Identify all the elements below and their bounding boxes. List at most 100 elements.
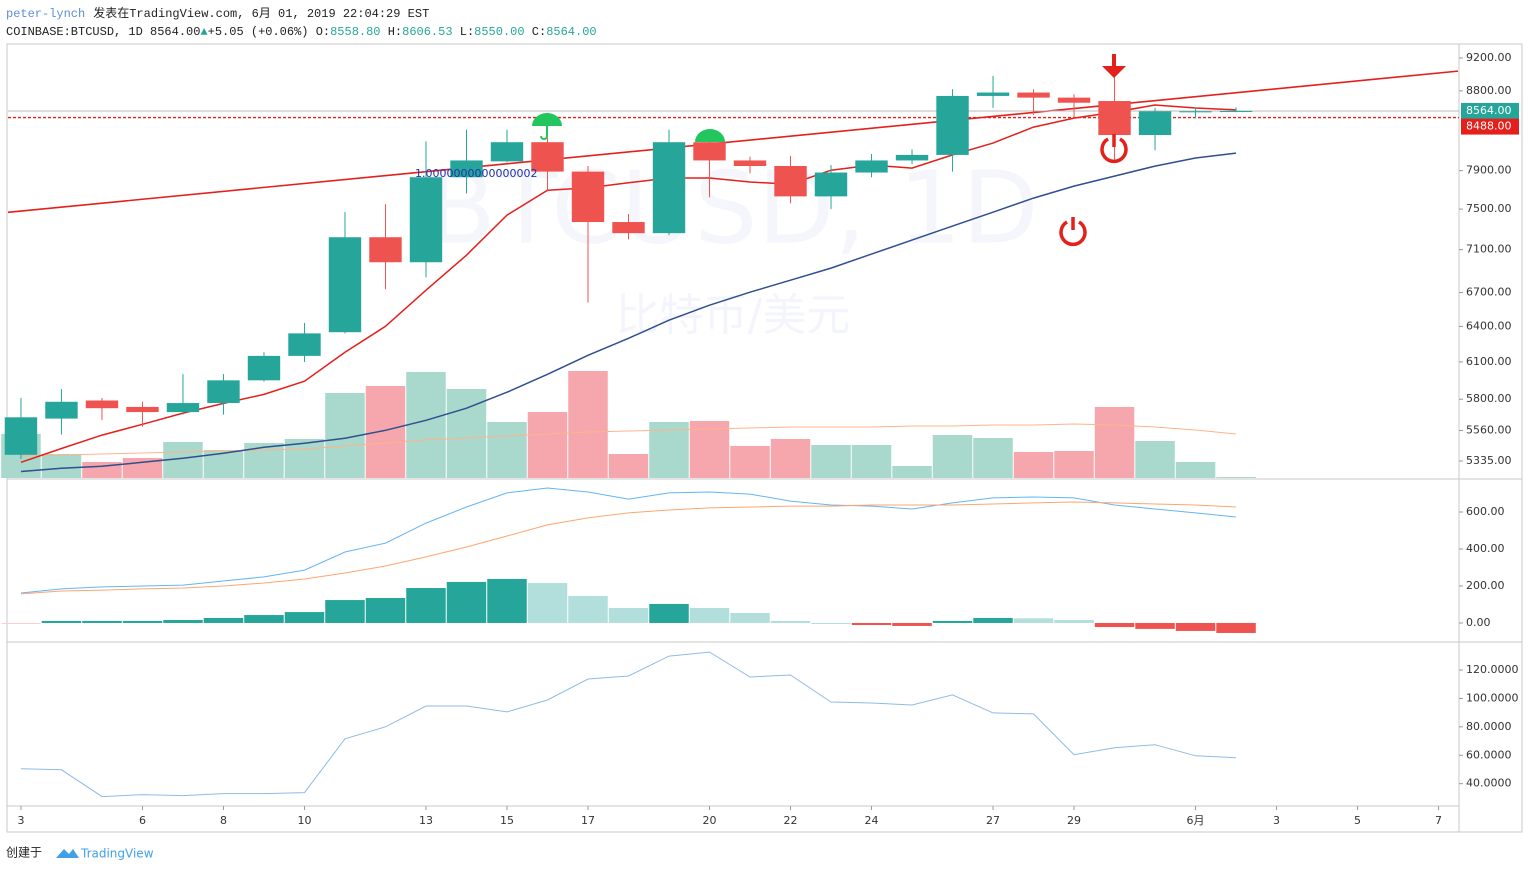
volume-ma: [20, 423, 1237, 457]
plot-layer: 3 6 8 10 13 15 17 20 22 24 27 29 6月 3 5 7 9200.00 8800.00…: [1, 51, 1519, 827]
h-label: H:: [388, 25, 402, 39]
y-tick-label: 7500.00: [1466, 202, 1512, 215]
histogram-bar: [1054, 620, 1094, 623]
y-tick-label: 40.0000: [1466, 777, 1512, 790]
watermark: 比特币/美元: [616, 290, 851, 341]
x-tick-label: 27: [986, 814, 1000, 827]
y-tick-label: 5560.00: [1466, 423, 1512, 436]
histogram-bar: [487, 578, 527, 623]
volume-bar: [487, 422, 527, 478]
user-link[interactable]: peter-lynch: [6, 7, 85, 21]
candle-body: [328, 237, 362, 333]
histogram-bar: [527, 583, 568, 623]
candle-body: [166, 403, 200, 413]
histogram-bar: [689, 608, 730, 623]
footer-brand[interactable]: TradingView: [80, 847, 154, 861]
x-tick-label: 7: [1435, 814, 1442, 827]
y-tick-label: 100.0000: [1466, 691, 1519, 704]
last-price-box: [1461, 102, 1519, 119]
candle-body: [1057, 97, 1091, 103]
candle-body: [1017, 92, 1050, 98]
histogram-bar: [851, 622, 892, 626]
volume-bar: [770, 439, 811, 478]
histogram-bar: [811, 622, 851, 624]
histogram-bar: [608, 608, 649, 623]
l-label: L:: [460, 25, 474, 39]
histogram-bar: [446, 581, 487, 623]
symbol: COINBASE:BTCUSD, 1D: [6, 25, 143, 39]
y-tick-label: 0.00: [1466, 616, 1491, 629]
histogram-bar: [244, 615, 284, 623]
arrow-icon: [1102, 54, 1126, 78]
histogram-bar: [973, 617, 1013, 623]
volume-bar: [203, 450, 244, 478]
power-icon: [1059, 217, 1087, 247]
price-line-label: 8488.00: [1466, 120, 1512, 133]
moving-average: [20, 152, 1237, 473]
candle-body: [895, 154, 929, 161]
histogram-bar: [203, 617, 244, 623]
x-tick-label: 6月: [1187, 814, 1205, 827]
indicator-line: [20, 651, 1237, 798]
c-label: C:: [532, 25, 546, 39]
volume-bar: [568, 371, 608, 478]
last-price-label: 8564.00: [1466, 104, 1512, 117]
candle-body: [126, 406, 159, 413]
y-tick-label: 5335.00: [1466, 454, 1512, 467]
histogram-bar: [932, 620, 973, 623]
candle-body: [571, 171, 605, 223]
candle-body: [733, 160, 767, 167]
candle-body: [4, 417, 38, 455]
y-tick-label: 80.0000: [1466, 720, 1512, 733]
histogram-bar: [284, 612, 325, 623]
candle-body: [85, 400, 119, 409]
o-label: O:: [316, 25, 330, 39]
x-tick-label: 29: [1067, 814, 1081, 827]
volume-bar: [608, 454, 649, 478]
y-tick-label: 8800.00: [1466, 84, 1512, 97]
y-tick-label: 6700.00: [1466, 286, 1512, 299]
candle-body: [976, 92, 1010, 96]
volume-bar: [1135, 441, 1175, 478]
histogram-bar: [568, 595, 608, 623]
volume-bar: [41, 454, 82, 478]
macd-line: [20, 487, 1237, 594]
histogram-bar: [163, 620, 203, 623]
histogram-bar: [1013, 618, 1054, 623]
volume-bar: [406, 372, 446, 478]
volume-bar: [1175, 462, 1216, 478]
candle-body: [936, 95, 969, 155]
o: 8558.80: [330, 25, 380, 39]
candle-body: [774, 166, 807, 197]
y-tick-label: 6100.00: [1466, 355, 1512, 368]
power-icon: [1100, 134, 1128, 164]
volume-bar: [892, 466, 932, 478]
c: 8564.00: [546, 25, 596, 39]
candle-body: [409, 177, 443, 263]
footer-created: 创建于: [6, 846, 42, 860]
volume-bar: [1216, 477, 1256, 478]
volume-bar: [446, 389, 487, 478]
volume-bar: [1013, 452, 1054, 478]
volume-bar: [649, 422, 689, 478]
y-tick-label: 5800.00: [1466, 392, 1512, 405]
volume-bar: [1094, 407, 1135, 478]
candle-body: [45, 401, 78, 419]
histogram-bar: [1135, 622, 1175, 629]
candle-body: [369, 237, 402, 263]
candle-body: [450, 160, 483, 178]
histogram-bar: [325, 600, 365, 623]
histogram-bar: [1216, 622, 1256, 633]
volume-bar: [284, 439, 325, 478]
trendline: [7, 70, 1459, 214]
published: 发表在TradingView.com, 6月 01, 2019 22:04:29…: [93, 5, 429, 21]
change-pct: (+0.06%): [251, 25, 309, 39]
logo: [56, 849, 79, 858]
volume-bar: [365, 386, 406, 478]
y-tick-label: 120.0000: [1466, 663, 1519, 676]
x-tick-label: 8: [220, 814, 227, 827]
candle-body: [814, 172, 848, 197]
x-tick-label: 13: [419, 814, 433, 827]
histogram-bar: [649, 603, 689, 623]
histogram-bar: [41, 620, 82, 623]
